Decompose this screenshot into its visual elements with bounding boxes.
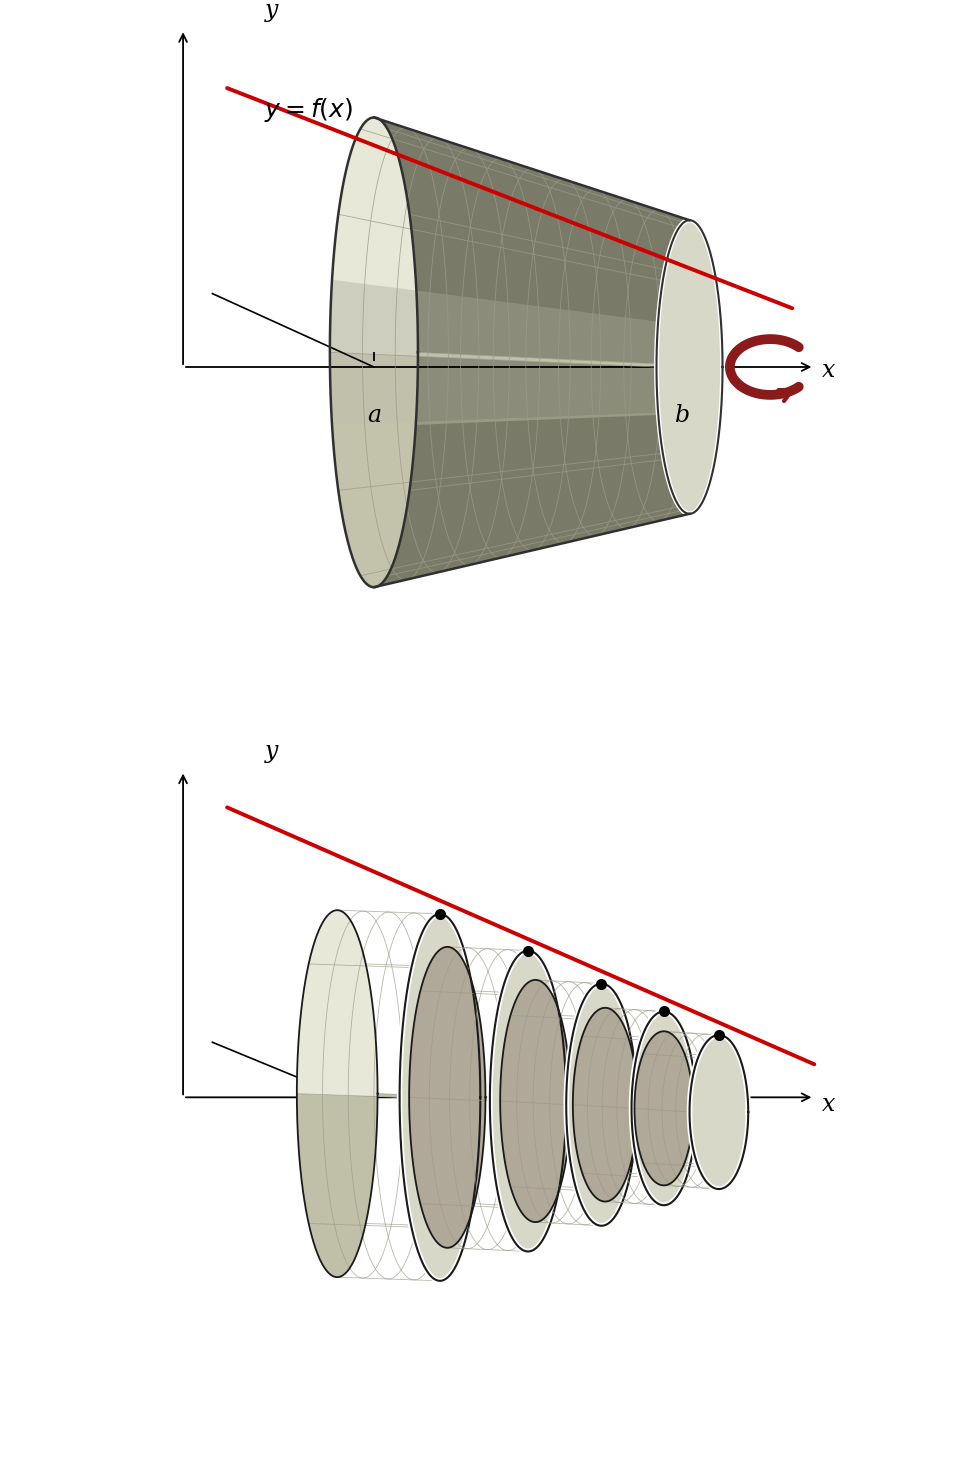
Polygon shape: [656, 220, 722, 514]
Text: $y = f(x)$: $y = f(x)$: [264, 95, 353, 125]
Polygon shape: [330, 117, 722, 367]
Polygon shape: [634, 1032, 693, 1185]
Text: a: a: [367, 404, 381, 427]
Polygon shape: [297, 1094, 480, 1280]
Polygon shape: [500, 981, 570, 1221]
Polygon shape: [409, 947, 486, 1248]
Polygon shape: [573, 1104, 696, 1205]
Polygon shape: [409, 947, 566, 1101]
Polygon shape: [374, 117, 722, 587]
Polygon shape: [573, 1009, 696, 1108]
Polygon shape: [631, 1011, 696, 1205]
Polygon shape: [634, 1108, 748, 1189]
Polygon shape: [634, 1032, 748, 1113]
Polygon shape: [330, 280, 658, 424]
Polygon shape: [409, 1098, 566, 1251]
Polygon shape: [566, 984, 637, 1226]
Polygon shape: [297, 910, 480, 1098]
Polygon shape: [500, 1101, 637, 1226]
Text: y: y: [264, 740, 278, 763]
Polygon shape: [332, 413, 721, 587]
Polygon shape: [689, 1035, 748, 1189]
Polygon shape: [500, 981, 637, 1104]
Polygon shape: [490, 951, 566, 1251]
Polygon shape: [330, 352, 722, 587]
Text: x: x: [822, 360, 835, 382]
Text: x: x: [822, 1094, 835, 1116]
Polygon shape: [400, 915, 480, 1280]
Polygon shape: [573, 1009, 637, 1201]
Text: y: y: [264, 0, 278, 22]
Text: b: b: [675, 404, 690, 427]
